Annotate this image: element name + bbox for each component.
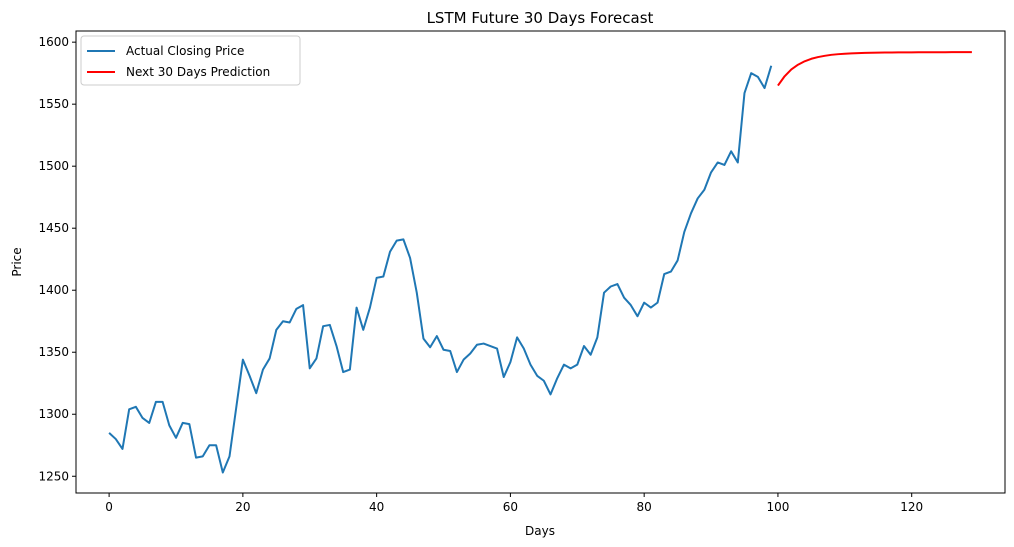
x-tick-label: 120 [900, 500, 923, 514]
x-tick-label: 80 [637, 500, 652, 514]
chart-title: LSTM Future 30 Days Forecast [427, 9, 654, 27]
y-tick-label: 1400 [38, 283, 69, 297]
y-tick-label: 1500 [38, 159, 69, 173]
x-tick-label: 40 [369, 500, 384, 514]
y-tick-label: 1450 [38, 221, 69, 235]
legend-box [80, 35, 301, 86]
legend-label-prediction: Next 30 Days Prediction [126, 65, 270, 79]
plot-area-frame [75, 30, 1006, 494]
x-tick-label: 100 [766, 500, 789, 514]
y-tick-label: 1300 [38, 407, 69, 421]
x-tick-label: 60 [503, 500, 518, 514]
legend: Actual Closing Price Next 30 Days Predic… [80, 35, 301, 86]
series-line-prediction [777, 51, 972, 87]
y-tick-label: 1550 [38, 97, 69, 111]
y-axis-title: Price [10, 247, 24, 276]
y-tick-label: 1600 [38, 35, 69, 49]
x-axis-title: Days [525, 524, 555, 538]
legend-label-actual: Actual Closing Price [126, 44, 244, 58]
y-tick-label: 1250 [38, 469, 69, 483]
series-line-actual [108, 65, 773, 474]
x-tick-label: 20 [235, 500, 250, 514]
x-tick-label: 0 [105, 500, 113, 514]
y-tick-label: 1350 [38, 345, 69, 359]
